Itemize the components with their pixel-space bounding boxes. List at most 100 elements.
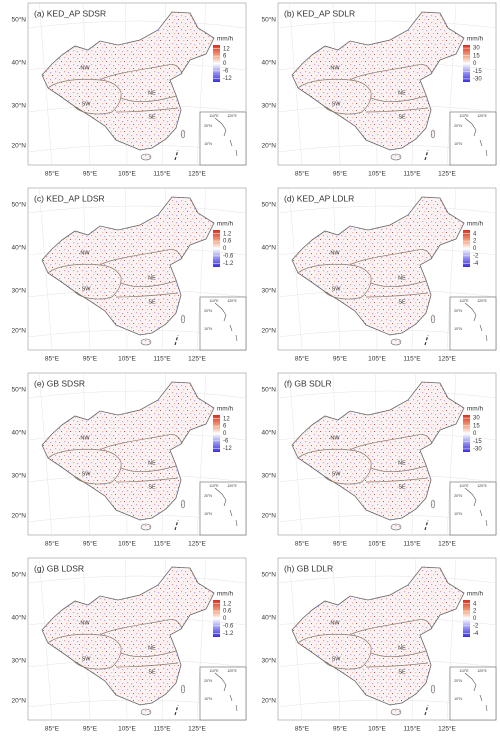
colorbar-tick-label: -4 — [473, 631, 479, 637]
legend-title: mm/h — [217, 406, 234, 413]
lon-label: 95°E — [333, 355, 348, 363]
inset-frame — [199, 481, 247, 536]
region-label: NW — [80, 65, 90, 71]
region-label: NW — [80, 620, 90, 626]
lon-label: 95°E — [83, 540, 98, 548]
graticule — [196, 2, 207, 166]
lon-label: 115°E — [153, 540, 171, 548]
inset-lon-label: 110°E — [459, 484, 469, 488]
island — [180, 684, 186, 694]
inset-frame — [199, 666, 247, 721]
graticule — [27, 20, 247, 29]
island — [390, 708, 402, 716]
region-label: SE — [148, 669, 156, 675]
lon-label: 125°E — [438, 540, 456, 548]
inset-lon-label: 120°E — [477, 669, 487, 673]
dash-line — [174, 334, 179, 346]
lat-label: 40°N — [11, 59, 26, 67]
legend-title: mm/h — [467, 406, 484, 413]
colorbar-tick-label: 15 — [473, 423, 480, 429]
inset-coast — [464, 302, 488, 342]
panel-title: (d) KED_AP LDLR — [284, 193, 354, 203]
region-boundary — [349, 249, 433, 287]
map-panel: NW SW NE SE 50°N 40°N 30°N 20°N 85°E 95°E 105°E 115… — [261, 372, 497, 548]
dash-line — [424, 334, 429, 346]
colorbar-tick-label: 0 — [223, 616, 227, 622]
region-boundary — [115, 477, 179, 483]
graticule — [446, 372, 457, 536]
lon-label: 125°E — [438, 170, 456, 178]
colorbar-tick-label: 0 — [223, 246, 227, 252]
region-boundary — [297, 448, 372, 485]
island — [390, 153, 402, 161]
region-label: SW — [82, 471, 92, 477]
lat-label: 50°N — [261, 16, 276, 24]
island — [140, 708, 152, 716]
island — [180, 129, 186, 139]
region-boundary — [365, 107, 429, 113]
colorbar-tick-label: 0 — [473, 616, 477, 622]
colorbar-tick-label: -6 — [223, 438, 229, 444]
map-panel: NW SW NE SE 50°N 40°N 30°N 20°N 85°E 95°E 105°E 115… — [261, 187, 497, 363]
inset-lon-label: 110°E — [209, 669, 219, 673]
lon-label: 95°E — [83, 170, 98, 178]
inset-coast — [214, 117, 238, 157]
region-boundary — [115, 662, 179, 668]
island — [430, 684, 436, 694]
lat-label: 30°N — [11, 287, 26, 295]
lat-label: 40°N — [261, 429, 276, 437]
inset-lat-label: 20°N — [454, 309, 462, 313]
region-label: SE — [398, 484, 406, 490]
region-label: NE — [398, 275, 406, 281]
island — [140, 523, 152, 531]
country-outline — [291, 11, 465, 151]
inset-lat-label: 20°N — [204, 309, 212, 313]
inset-lon-label: 120°E — [227, 484, 237, 488]
dash-line — [424, 149, 429, 161]
map-panel: NW SW NE SE 50°N 40°N 30°N 20°N 85°E 95°E 105°E 115… — [261, 557, 497, 733]
lon-label: 85°E — [295, 355, 310, 363]
legend-title: mm/h — [217, 591, 234, 598]
region-label: NE — [398, 645, 406, 651]
lat-label: 50°N — [261, 386, 276, 394]
lon-label: 125°E — [188, 540, 206, 548]
graticule — [196, 557, 207, 721]
lat-label: 40°N — [11, 244, 26, 252]
inset-lon-label: 120°E — [477, 484, 487, 488]
colorbar-tick-label: -30 — [473, 446, 482, 452]
inset-coast — [464, 117, 488, 157]
map-panel: NW SW NE SE 50°N 40°N 30°N 20°N 85°E 95°E 105°E 115… — [11, 372, 247, 548]
panel-title: (g) GB LDSR — [34, 563, 84, 573]
region-boundary — [349, 434, 433, 472]
region-label: SW — [82, 101, 92, 107]
country-outline — [291, 566, 465, 706]
region-label: SE — [148, 299, 156, 305]
graticule — [289, 372, 303, 536]
colorbar-tick-label: -2 — [473, 623, 479, 629]
dash-line — [174, 704, 179, 716]
lat-label: 20°N — [11, 142, 26, 150]
region-label: SW — [332, 286, 342, 292]
lat-label: 20°N — [261, 327, 276, 335]
island — [430, 129, 436, 139]
lat-label: 20°N — [261, 697, 276, 705]
panel-title: (c) KED_AP LDSR — [34, 193, 105, 203]
lon-label: 95°E — [333, 725, 348, 733]
region-label: SE — [148, 114, 156, 120]
lon-label: 105°E — [368, 355, 386, 363]
colorbar-tick-label: -0.6 — [223, 623, 234, 629]
region-boundary — [115, 292, 179, 298]
colorbar-tick-label: 0 — [473, 61, 477, 67]
island — [140, 153, 152, 161]
inset-lat-label: 20°N — [204, 679, 212, 683]
colorbar-tick-label: 12 — [223, 416, 230, 422]
lat-label: 30°N — [261, 657, 276, 665]
graticule — [196, 187, 207, 351]
lon-label: 95°E — [333, 170, 348, 178]
lon-label: 105°E — [118, 540, 136, 548]
graticule — [39, 187, 53, 351]
colorbar-tick-label: -12 — [223, 76, 232, 82]
region-label: NW — [80, 435, 90, 441]
graticule — [39, 557, 53, 721]
island — [430, 499, 436, 509]
